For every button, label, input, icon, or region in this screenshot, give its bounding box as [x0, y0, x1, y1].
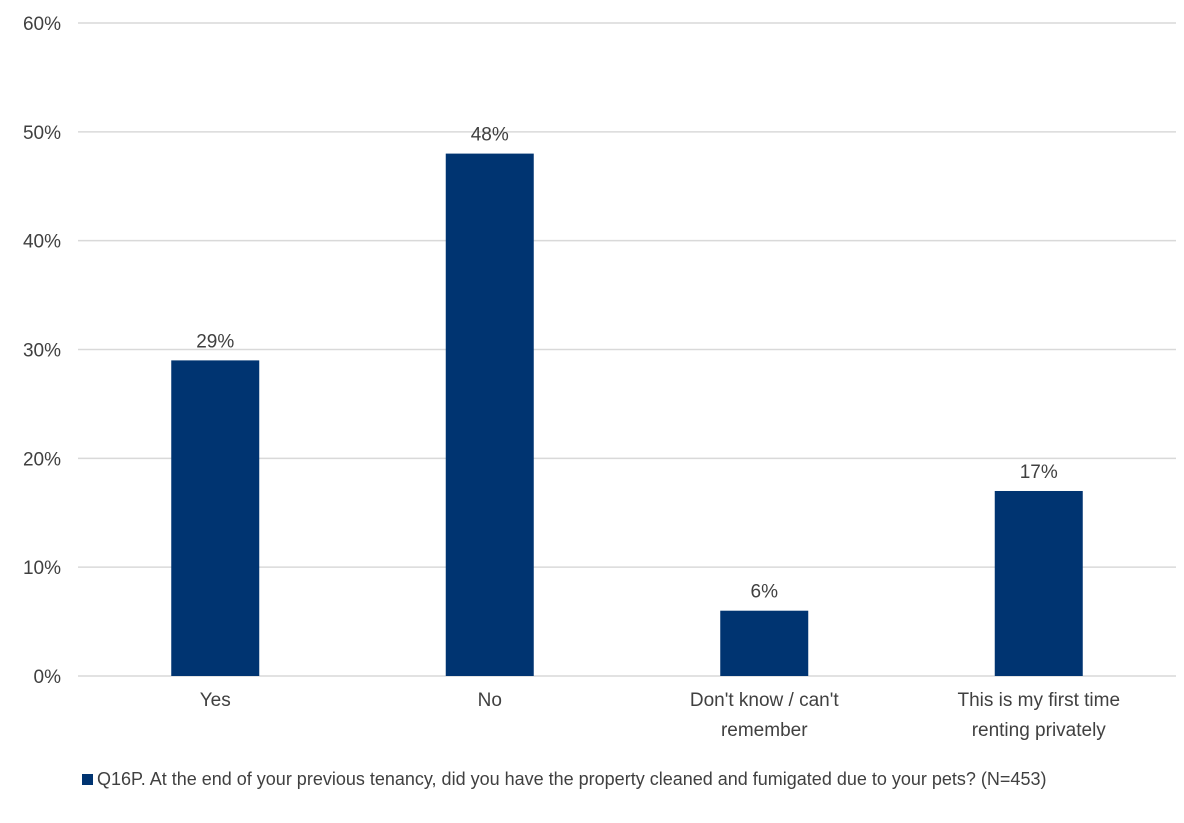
bar [171, 360, 260, 676]
x-tick-label: This is my first time [957, 690, 1120, 711]
y-tick-label: 30% [23, 341, 61, 362]
legend-label: Q16P. At the end of your previous tenanc… [97, 769, 1047, 789]
legend-swatch [82, 774, 93, 785]
y-tick-label: 0% [34, 667, 62, 688]
data-label: 17% [1020, 462, 1058, 483]
y-tick-label: 60% [23, 14, 61, 35]
y-tick-label: 20% [23, 449, 61, 470]
x-tick-label: Don't know / can't [690, 690, 839, 711]
data-label: 29% [196, 331, 234, 352]
legend: Q16P. At the end of your previous tenanc… [82, 766, 1162, 792]
bar [994, 490, 1083, 676]
x-tick-label: remember [721, 720, 808, 741]
y-tick-label: 40% [23, 232, 61, 253]
y-tick-label: 50% [23, 123, 61, 144]
bar-chart: 0% 10% 20% 30% 40% 50% 60% 29% Yes 48% No 6% Don't k… [23, 14, 1176, 741]
data-label: 6% [751, 582, 779, 603]
y-tick-label: 10% [23, 558, 61, 579]
x-tick-label: renting privately [972, 720, 1107, 741]
bar [720, 610, 809, 676]
x-tick-label: No [478, 690, 502, 711]
x-tick-label: Yes [200, 690, 231, 711]
bar [445, 153, 534, 677]
data-label: 48% [471, 125, 509, 146]
